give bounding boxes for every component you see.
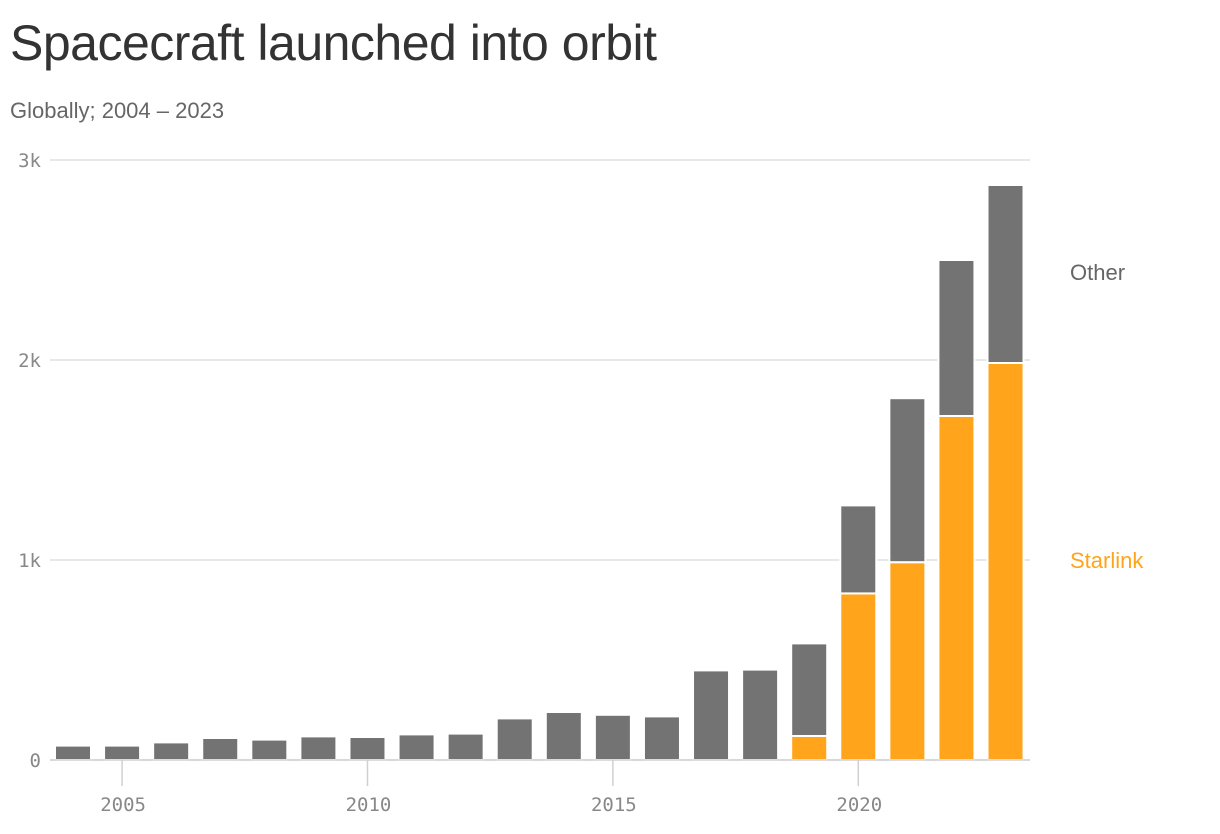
- bar-other-2019: [790, 642, 829, 738]
- bar-other-2010: [348, 736, 387, 761]
- bar-other-2020: [839, 504, 878, 595]
- bar-other-2013: [495, 717, 534, 762]
- legend-label-starlink: Starlink: [1070, 548, 1144, 573]
- bar-other-2008: [250, 738, 289, 761]
- bar-group: [54, 184, 1025, 762]
- bar-other-2021: [888, 397, 927, 564]
- y-tick-label: 0: [30, 750, 41, 772]
- y-tick-label: 2k: [18, 350, 41, 372]
- bar-other-2015: [593, 713, 632, 761]
- bar-other-2022: [937, 259, 976, 417]
- chart-subtitle: Globally; 2004 – 2023: [10, 98, 225, 123]
- bar-other-2009: [299, 735, 338, 762]
- bar-other-2016: [642, 715, 681, 762]
- bar-other-2011: [397, 733, 436, 762]
- axis-group: 0 1k 2k 3k 2005 2010 2015 2020: [18, 150, 1030, 816]
- y-tick-label: 1k: [18, 550, 41, 572]
- bar-starlink-2021: [888, 561, 927, 762]
- y-tick-label: 3k: [18, 150, 41, 172]
- x-tick-label: 2015: [591, 794, 637, 816]
- bar-other-2012: [446, 732, 485, 761]
- bar-starlink-2022: [937, 415, 976, 761]
- bar-other-2007: [201, 737, 240, 761]
- bar-other-2018: [741, 668, 780, 761]
- x-tick-label: 2005: [100, 794, 146, 816]
- bar-other-2017: [692, 669, 731, 762]
- x-tick-label: 2010: [346, 794, 392, 816]
- bar-other-2023: [986, 184, 1025, 364]
- legend-label-other: Other: [1070, 260, 1125, 285]
- bar-starlink-2020: [839, 592, 878, 762]
- grid-lines: [50, 159, 1030, 761]
- bar-starlink-2019: [790, 735, 829, 761]
- bar-other-2006: [152, 741, 191, 762]
- bar-other-2014: [544, 711, 583, 761]
- legend: Starlink Other: [1070, 260, 1144, 573]
- x-tick-label: 2020: [836, 794, 882, 816]
- bar-other-2004: [54, 744, 92, 761]
- bar-starlink-2023: [986, 362, 1025, 761]
- bar-other-2005: [103, 744, 142, 761]
- chart-title: Spacecraft launched into orbit: [10, 15, 657, 71]
